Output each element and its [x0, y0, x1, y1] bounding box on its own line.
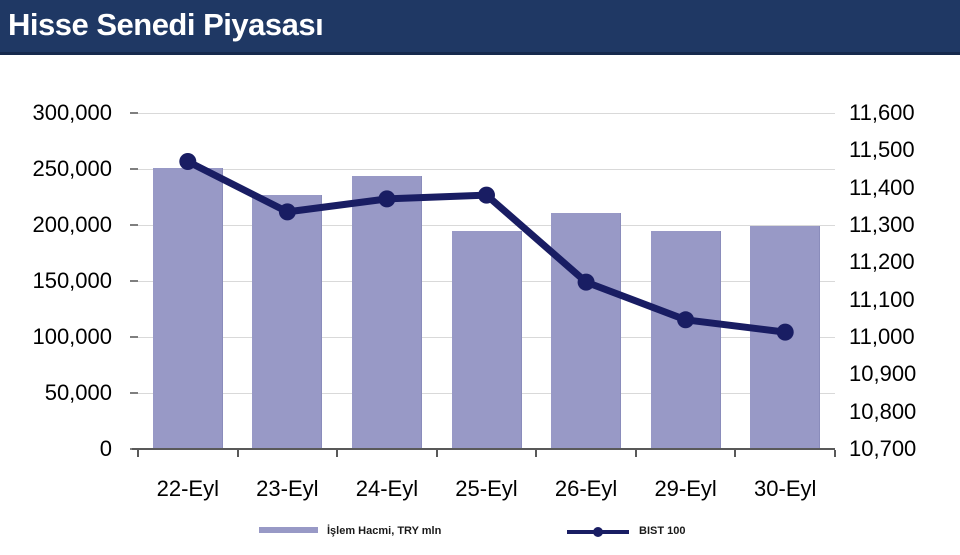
x-axis-tick: [137, 450, 139, 457]
x-axis-tick: [336, 450, 339, 457]
right-axis-tick-label: 11,200: [849, 249, 915, 275]
left-axis-tick: [130, 280, 138, 282]
x-axis-category-label: 24-Eyl: [355, 476, 419, 501]
gridline: [138, 168, 835, 170]
left-axis-tick: [130, 168, 138, 170]
left-axis-tick-label: 50,000: [44, 380, 112, 405]
gridline: [138, 112, 835, 114]
x-axis-line: [132, 448, 835, 450]
x-axis-category-label: 30-Eyl: [754, 476, 817, 501]
right-axis-tick-label: 11,300: [849, 212, 915, 237]
bar: [252, 194, 323, 449]
x-axis-tick: [236, 450, 239, 457]
line-point-marker: [478, 186, 495, 204]
x-axis-tick: [634, 450, 637, 457]
left-axis-tick-label: 300,000: [32, 100, 112, 125]
left-axis-tick-label: 200,000: [32, 212, 112, 237]
legend-bar-label: İşlem Hacmi, TRY mln: [327, 525, 442, 537]
left-axis-tick-label: 0: [99, 436, 112, 461]
legend-bar-swatch-icon: [259, 527, 318, 533]
x-axis-category-label: 25-Eyl: [455, 476, 518, 501]
x-axis-category-label: 23-Eyl: [256, 476, 319, 501]
x-axis-category-label: 29-Eyl: [654, 476, 717, 501]
bar: [750, 226, 821, 449]
bar: [650, 230, 721, 449]
left-axis-tick-label: 250,000: [32, 156, 112, 181]
left-axis-tick-label: 150,000: [32, 268, 112, 293]
x-axis-tick: [535, 450, 538, 457]
x-axis-category-label: 26-Eyl: [554, 476, 618, 501]
gridline: [138, 224, 835, 226]
left-axis-tick: [130, 224, 138, 226]
bar: [152, 167, 223, 449]
right-axis-tick-label: 11,400: [849, 174, 915, 200]
right-axis-tick-label: 11,500: [849, 137, 915, 163]
left-axis-tick: [130, 392, 138, 394]
x-axis-tick: [435, 450, 438, 457]
bar: [451, 230, 522, 449]
x-axis-tick: [834, 450, 836, 457]
right-axis-tick-label: 10,700: [849, 436, 917, 461]
right-axis-tick-label: 10,800: [849, 398, 917, 424]
right-axis-tick-label: 11,000: [849, 324, 915, 349]
left-axis-tick: [130, 336, 138, 338]
legend-line-label: BIST 100: [639, 525, 686, 537]
right-axis-tick-label: 10,900: [849, 361, 917, 387]
right-axis-tick-label: 11,100: [849, 286, 915, 312]
page-title: Hisse Senedi Piyasası: [8, 7, 324, 42]
x-axis-category-label: 22-Eyl: [156, 476, 219, 501]
legend-line-marker-icon: [593, 527, 603, 537]
section-title-bar: Hisse Senedi Piyasası: [0, 0, 960, 55]
right-axis-tick-label: 11,600: [849, 100, 915, 125]
left-axis-tick: [130, 112, 138, 114]
bar: [351, 175, 422, 449]
x-axis-tick: [734, 450, 737, 457]
left-axis-tick-label: 100,000: [32, 324, 112, 349]
bar: [551, 212, 622, 449]
